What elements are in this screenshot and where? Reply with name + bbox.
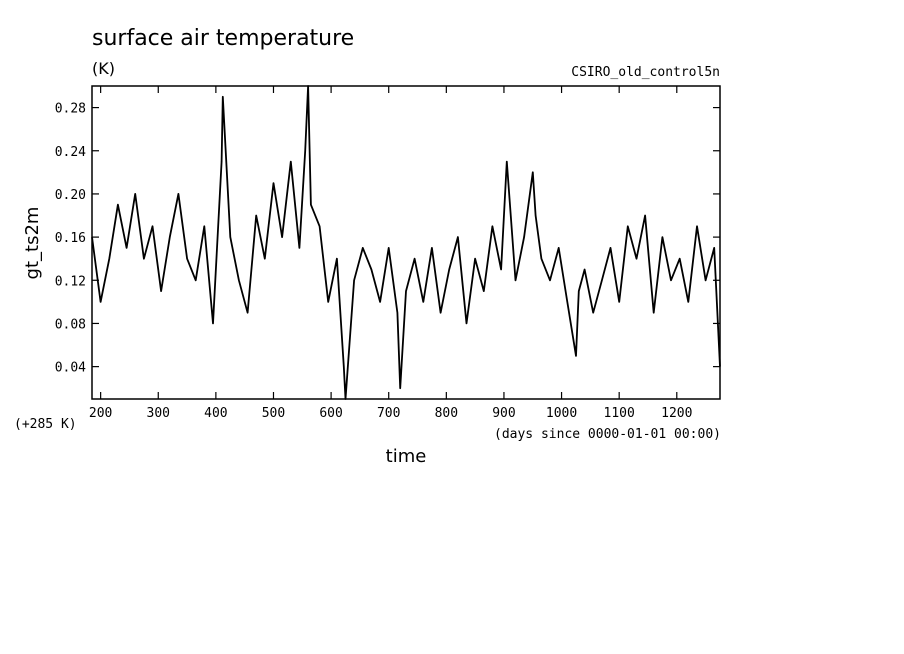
x-tick-label: 1100 [604, 406, 635, 421]
y-tick-label: 0.24 [55, 145, 86, 160]
x-tick-label: 1000 [546, 406, 577, 421]
experiment-label: CSIRO_old_control5n [571, 65, 720, 80]
y-tick-label: 0.28 [55, 102, 86, 117]
x-tick-label: 600 [319, 406, 342, 421]
series-gt-ts2m-line [91, 85, 721, 400]
x-tick-label: 200 [89, 406, 112, 421]
y-tick-label: 0.20 [55, 188, 86, 203]
units-label: (K) [92, 59, 115, 78]
x-tick-label: 300 [147, 406, 170, 421]
x-units-label: (days since 0000-01-01 00:00) [494, 427, 721, 442]
y-tick-label: 0.16 [55, 231, 86, 246]
y-tick-group: 0.04 0.08 0.12 0.16 0.20 0.24 0.28 [55, 102, 720, 376]
chart-title: surface air temperature [92, 26, 354, 51]
x-tick-label: 400 [204, 406, 227, 421]
x-tick-label: 900 [492, 406, 515, 421]
y-offset-label: (+285 K) [14, 417, 77, 432]
x-tick-label: 500 [262, 406, 285, 421]
x-tick-label: 800 [435, 406, 458, 421]
y-tick-label: 0.08 [55, 317, 86, 332]
x-axis-title: time [386, 446, 427, 467]
x-tick-label: 1200 [661, 406, 692, 421]
y-tick-label: 0.12 [55, 274, 86, 289]
x-tick-group: 200 300 400 500 600 700 800 900 1000 1100 1200 [89, 86, 692, 421]
x-tick-label: 700 [377, 406, 400, 421]
y-axis-title: gt_ts2m [22, 207, 43, 280]
y-tick-label: 0.04 [55, 361, 86, 376]
